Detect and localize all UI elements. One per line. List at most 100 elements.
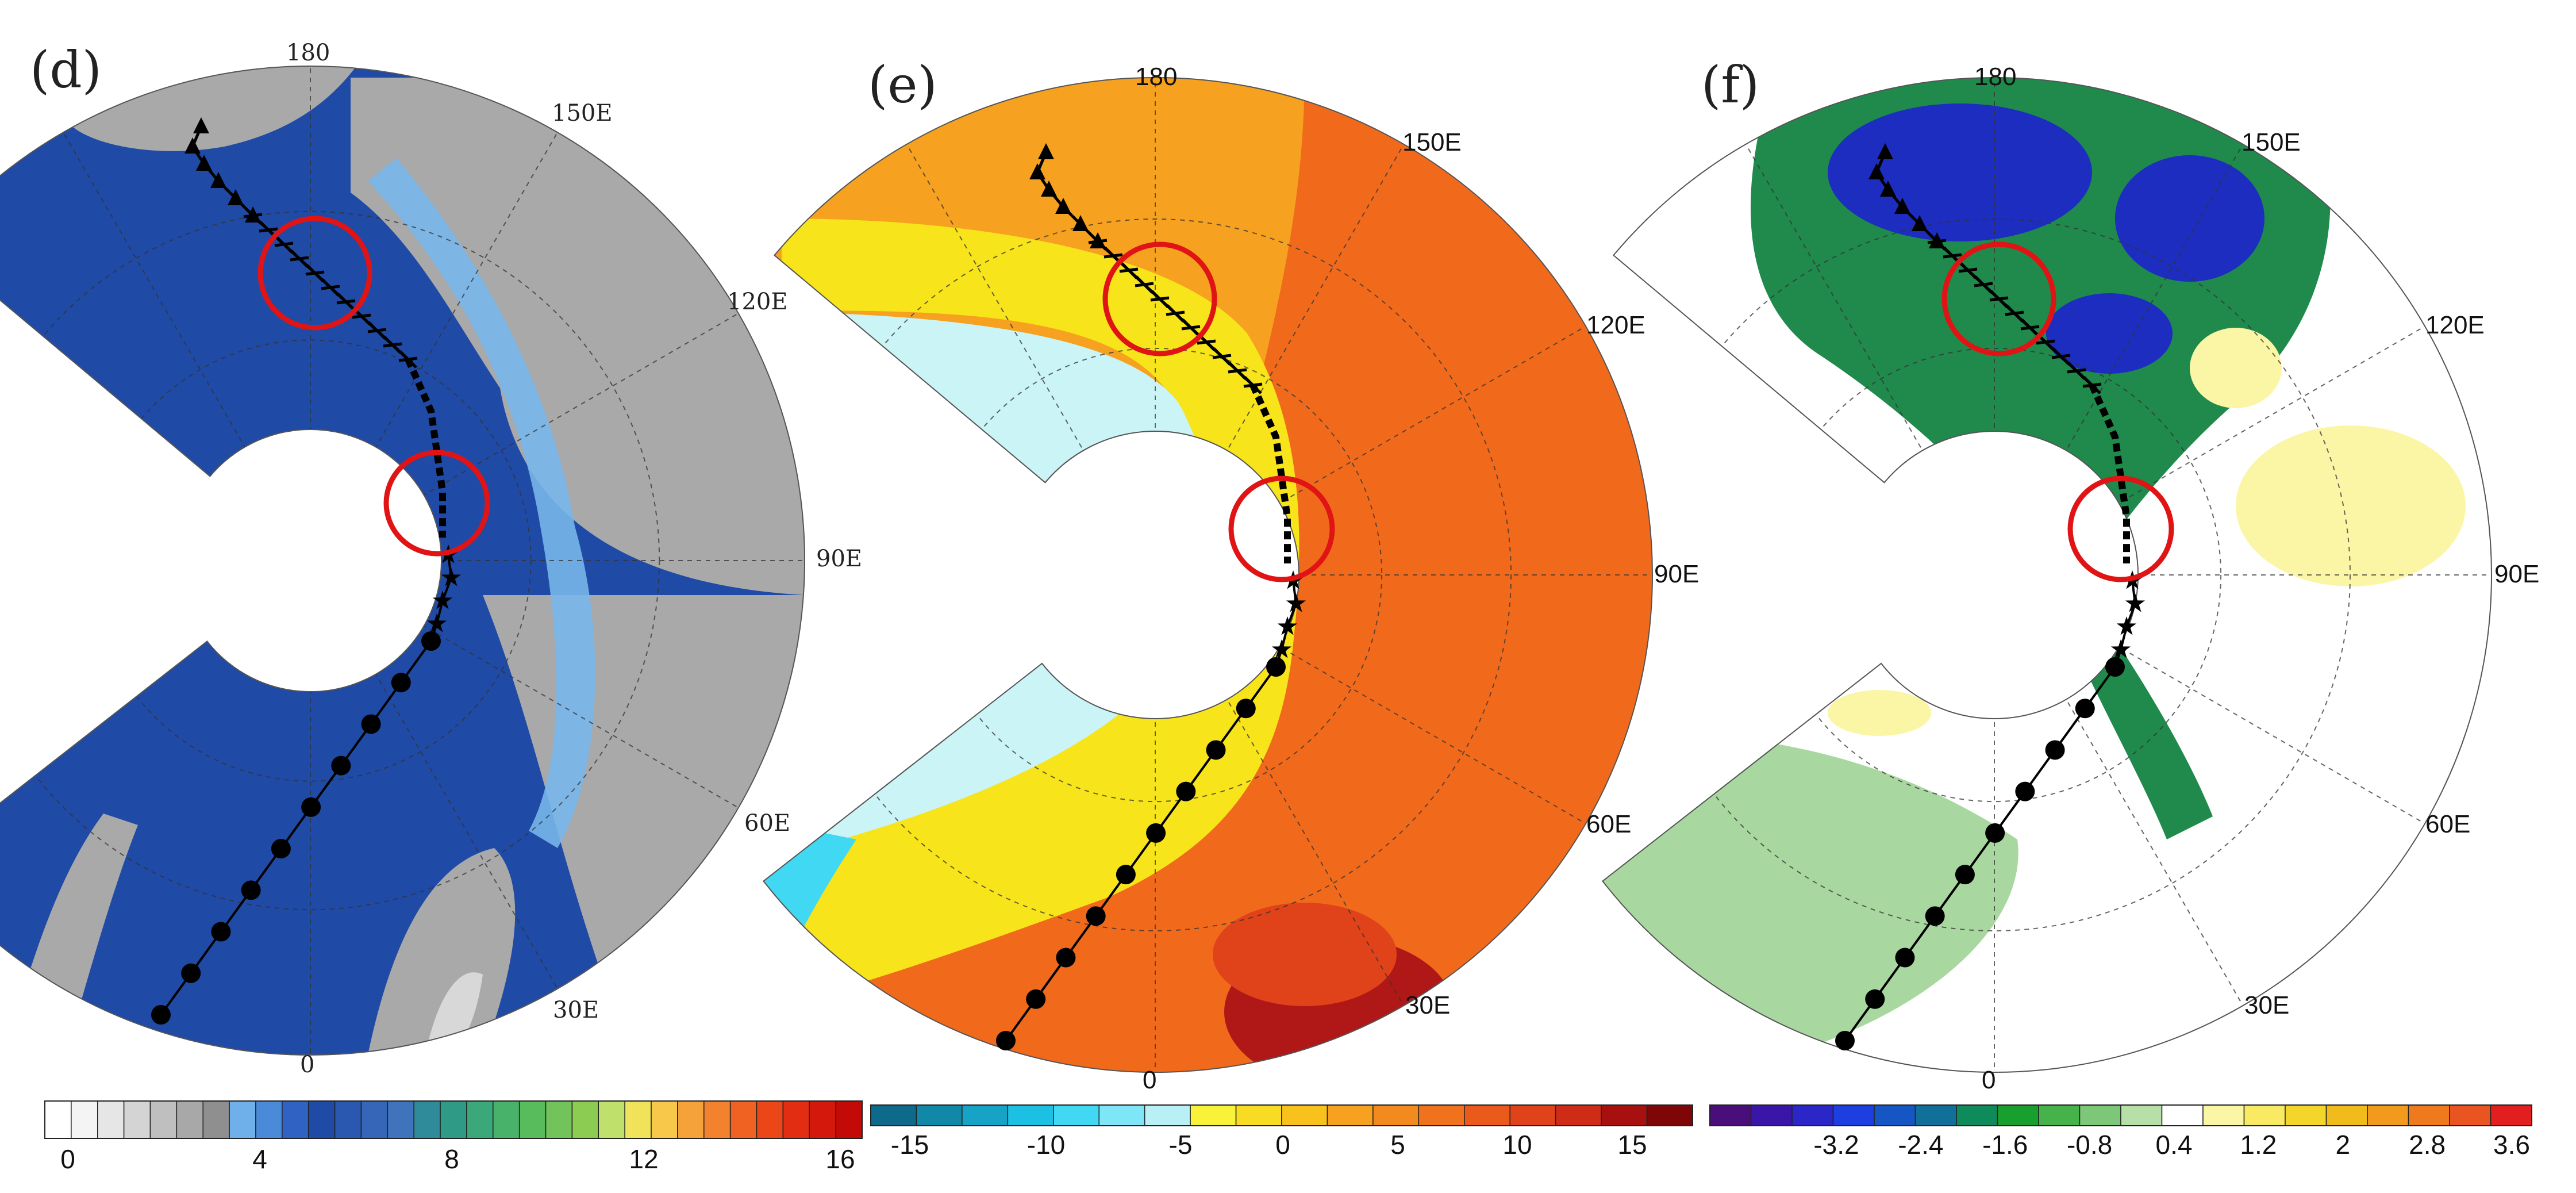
- colorbar-swatch: [1418, 1104, 1465, 1126]
- track-triangle-marker: [1041, 181, 1057, 197]
- cb-d-tick: 8: [444, 1144, 459, 1174]
- cb-f-tick: -1.6: [1982, 1130, 2028, 1160]
- panel-label-f: (f): [1701, 55, 1759, 114]
- colorbar-swatch: [2079, 1104, 2121, 1126]
- track-cross-marker: [2051, 347, 2071, 366]
- positive-patch: [2236, 425, 2466, 586]
- lon-label-30e: 30E: [553, 997, 599, 1023]
- track-dot-marker: [1146, 823, 1166, 843]
- colorbar-f: [1709, 1104, 2532, 1126]
- colorbar-swatch: [149, 1100, 178, 1139]
- colorbar-swatch: [413, 1100, 441, 1139]
- track-cross-marker: [398, 350, 418, 369]
- track-dot-marker: [211, 922, 231, 942]
- lon-label-60e: 60E: [744, 810, 790, 837]
- colorbar-swatch: [2243, 1104, 2286, 1126]
- track-dot-marker: [1835, 1031, 1855, 1050]
- track-dot-marker: [2105, 657, 2125, 677]
- lon-label-90e: 90E: [816, 546, 862, 572]
- colorbar-swatch: [1327, 1104, 1374, 1126]
- track-cross-marker: [1181, 319, 1201, 337]
- track-triangle-marker: [1055, 198, 1071, 214]
- colorbar-swatch: [2490, 1104, 2532, 1126]
- cb-f-tick: 0.4: [2156, 1130, 2193, 1160]
- lon-labels-d: 180 150E 120E 90E 60E 30E 0: [286, 40, 862, 1078]
- track-cross-marker: [1228, 362, 1247, 380]
- track-cross-marker: [383, 336, 402, 354]
- track-cross-marker: [243, 206, 263, 225]
- track-dot-marker: [181, 963, 201, 983]
- track-star-marker: [2125, 593, 2146, 612]
- track-triangle-marker: [1880, 181, 1896, 197]
- lon-label-150e: 150E: [2241, 128, 2301, 156]
- yellow-ice-margin: [763, 218, 1299, 1012]
- track-cross-marker: [1166, 304, 1185, 323]
- panel-label-d: (d): [30, 40, 102, 99]
- track-dot-marker: [1116, 865, 1136, 885]
- sector-outline: [762, 77, 1653, 1073]
- track-triangle-marker: [1029, 163, 1045, 179]
- cb-f-tick: 2: [2335, 1130, 2350, 1160]
- strong-negative-patch: [2046, 293, 2173, 374]
- track-dot-marker: [391, 673, 411, 693]
- colorbar-swatch: [1190, 1104, 1237, 1126]
- lon-label-180: 180: [1974, 63, 2016, 91]
- track-cross-marker: [1088, 232, 1108, 251]
- colorbar-swatch: [729, 1100, 758, 1139]
- track-dot-marker: [1955, 865, 1975, 885]
- colorbar-swatch: [870, 1104, 917, 1126]
- panel-label-e: (e): [868, 55, 937, 114]
- colorbar-swatch: [1709, 1104, 1752, 1126]
- colorbar-swatch: [360, 1100, 389, 1139]
- colorbar-swatch: [2038, 1104, 2081, 1126]
- colorbar-swatch: [1464, 1104, 1510, 1126]
- colorbar-swatch: [1914, 1104, 1957, 1126]
- colorbar-swatch: [307, 1100, 336, 1139]
- land-scandinavia-snow: [425, 972, 483, 1055]
- highlight-circle: [257, 216, 372, 331]
- track-star-marker: [441, 567, 462, 586]
- cb-e-tick: -5: [1169, 1130, 1193, 1160]
- track-star-marker: [2116, 616, 2137, 635]
- latitude-circle: [799, 218, 1512, 931]
- lon-label-30e: 30E: [2244, 991, 2289, 1019]
- colorbar-swatch: [493, 1100, 520, 1139]
- track-triangle-marker: [1868, 163, 1885, 179]
- colorbar-swatch: [2325, 1104, 2368, 1126]
- colorbar-f-ticks: -3.2 -2.4 -1.6 -0.8 0.4 1.2 2 2.8 3.6: [1813, 1130, 2530, 1160]
- lon-label-120e: 120E: [2425, 311, 2485, 339]
- highlight-circle: [2067, 475, 2174, 582]
- sector-outline: [1601, 77, 2492, 1073]
- track-cross-marker: [305, 264, 325, 282]
- lon-label-150e: 150E: [552, 100, 613, 126]
- track-dot-marker: [271, 839, 291, 859]
- track-dot-marker: [1176, 781, 1196, 801]
- colorbar-swatch: [1997, 1104, 2039, 1126]
- colorbar-swatch: [782, 1100, 810, 1139]
- colorbar-swatch: [677, 1100, 705, 1139]
- strong-negative-patch: [1828, 103, 2092, 241]
- track-line-dashed: [405, 358, 446, 538]
- colorbar-swatch: [2161, 1104, 2204, 1126]
- track-dot-marker: [1086, 906, 1106, 926]
- track-star-marker: [426, 613, 447, 632]
- cb-e-tick: -10: [1027, 1130, 1065, 1160]
- track-cross-marker: [1958, 261, 1978, 279]
- track-cross-marker: [1243, 376, 1263, 394]
- cb-f-tick: -0.8: [2067, 1130, 2112, 1160]
- lon-label-60e: 60E: [2425, 810, 2470, 838]
- colorbar-swatch: [1144, 1104, 1191, 1126]
- track-dot-marker: [1925, 906, 1945, 926]
- colorbar-swatch: [1053, 1104, 1099, 1126]
- colorbar-swatch: [545, 1100, 573, 1139]
- lon-label-120e: 120E: [1586, 311, 1645, 339]
- colorbar-swatch: [387, 1100, 414, 1139]
- colorbar-swatch: [1601, 1104, 1648, 1126]
- colorbar-swatch: [571, 1100, 599, 1139]
- lon-label-90e: 90E: [2494, 560, 2539, 588]
- track-triangle-marker: [1912, 215, 1928, 231]
- colorbar-swatch: [2285, 1104, 2327, 1126]
- track-dot-marker: [1895, 948, 1915, 968]
- colorbar-swatch: [835, 1100, 863, 1139]
- lon-label-60e: 60E: [1586, 810, 1631, 838]
